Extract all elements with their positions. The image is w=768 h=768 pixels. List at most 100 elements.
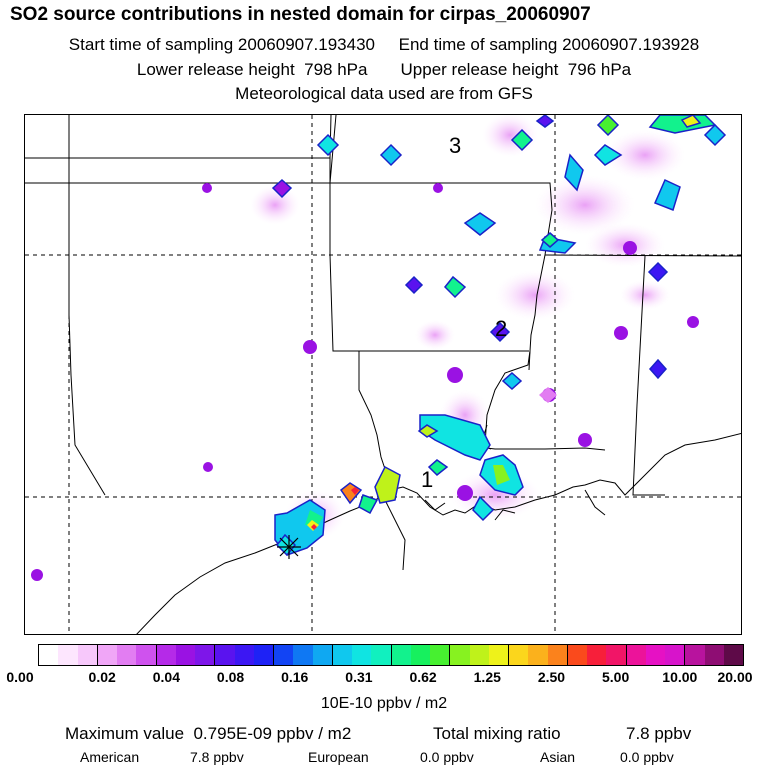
colorbar-swatch [450,645,470,665]
colorbar-swatch [587,645,607,665]
conc-cell [463,212,497,236]
conc-cell [203,462,213,472]
conc-cell [457,485,473,501]
conc-cell [31,569,43,581]
trajectory-label-3: 3 [449,133,461,158]
source-american-value: 7.8 ppbv [190,749,244,765]
maximum-value: Maximum value 0.795E-09 ppbv / m2 [65,724,352,743]
source-asian-name: Asian [540,749,576,765]
map-canvas: 3 2 1 [25,115,741,634]
colorbar-ticks: 0.00 0.02 0.04 0.08 0.16 0.31 0.62 1.25 2.50 5.00… [0,669,768,687]
conc-cell [703,123,727,147]
colorbar-swatch [117,645,137,665]
conc-cell [578,433,592,447]
colorbar-swatch [509,645,529,665]
conc-cell [614,326,628,340]
conc-cell [351,487,359,495]
source-asian-value: 0.0 ppbv [620,749,674,765]
colorbar-swatch [430,645,451,665]
conc-cell [404,275,424,295]
colorbar-swatch [665,645,686,665]
total-mixing-ratio-label: Total mixing ratio [433,724,561,743]
colorbar-swatch [234,645,254,665]
conc-cell [564,153,584,192]
conc-cell [510,128,534,152]
conc-cell [339,482,363,505]
release-height-line: Lower release height 798 hPa Upper relea… [136,60,632,79]
conc-cell [379,143,403,167]
conc-cell [417,424,439,438]
colorbar-swatch [156,645,176,665]
colorbar-swatch [567,645,587,665]
colorbar-swatch [626,645,646,665]
colorbar-tick-label: 0.04 [152,669,180,685]
conc-cell [540,232,560,248]
colorbar-swatch [723,645,743,665]
colorbar-tick-label: 0.08 [216,669,245,685]
colorbar-swatch [332,645,352,665]
colorbar-tick-label: 1.25 [473,669,501,685]
source-european-value: 0.0 ppbv [420,749,474,765]
source-location-marker [277,535,301,559]
conc-cell [680,115,702,128]
conc-cell [535,115,555,128]
conc-cell [311,524,317,530]
colorbar-swatch [528,645,548,665]
conc-cell [539,387,557,403]
conc-cell [654,178,681,211]
conc-cell [303,340,317,354]
conc-cell [648,358,668,380]
map-panel: 3 2 1 [24,114,742,635]
colorbar-tick-label: 20.00 [717,669,753,685]
colorbar-unit: 10E-10 ppbv / m2 [320,695,448,712]
total-mixing-ratio-value: 7.8 ppbv [626,724,692,743]
graticule [25,115,741,634]
conc-cell [433,183,443,193]
colorbar-swatch [391,645,411,665]
conc-cell [271,178,293,199]
conc-cell [472,495,495,522]
conc-cell [374,465,401,504]
colorbar-swatch [312,645,333,665]
colorbar-swatch [606,645,627,665]
colorbar-tick-label: 0.62 [409,669,437,685]
conc-cell [493,465,510,485]
conc-cell [489,321,511,343]
conc-cell [596,115,620,137]
colorbar-swatch [39,645,59,665]
trajectory-label-2: 2 [495,316,507,341]
source-european-name: European [308,749,369,765]
colorbar-tick-label: 0.02 [88,669,116,685]
colorbar-swatch [371,645,392,665]
colorbar-swatch [136,645,157,665]
concentration-cells [31,115,727,581]
colorbar [38,644,744,666]
colorbar-swatch [352,645,372,665]
conc-cell [358,494,379,515]
colorbar-tick-label: 0.16 [281,669,309,685]
colorbar-tick-label: 10.00 [662,669,698,685]
sampling-time-line: Start time of sampling 20060907.193430 E… [68,35,700,54]
colorbar-tick-label: 5.00 [602,669,630,685]
conc-cell [648,115,717,134]
coastline [136,432,741,634]
conc-cell [687,316,699,328]
conc-cell [202,183,212,193]
colorbar-tick-label: 0.31 [345,669,373,685]
met-data-line: Meteorological data used are from GFS [235,84,533,103]
conc-cell [501,371,523,391]
conc-cell [593,144,623,166]
colorbar-swatch [704,645,724,665]
colorbar-swatch [253,645,274,665]
conc-cell [647,261,669,283]
colorbar-swatch [97,645,117,665]
colorbar-swatch [195,645,216,665]
colorbar-swatch [685,645,705,665]
colorbar-swatch [488,645,509,665]
trajectory-label-1: 1 [421,467,433,492]
conc-cell [623,241,637,255]
colorbar-swatch [293,645,313,665]
map-title: SO2 source contributions in nested domai… [10,4,591,25]
colorbar-swatch [58,645,78,665]
conc-cell [447,367,463,383]
